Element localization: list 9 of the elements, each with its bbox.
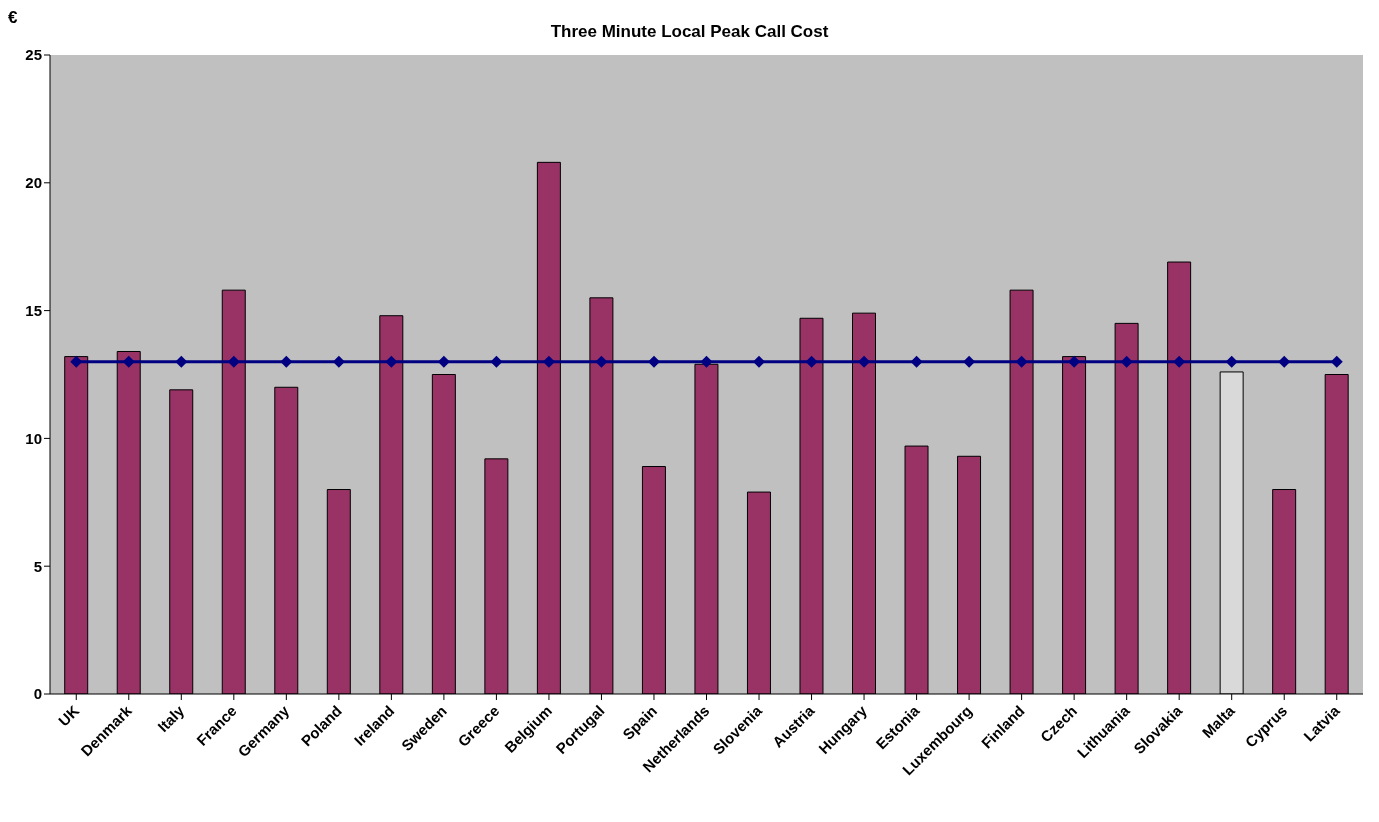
y-axis-title: € <box>8 8 18 28</box>
y-tick-label: 20 <box>25 174 42 192</box>
y-tick-label: 15 <box>25 301 42 319</box>
y-tick-label: 5 <box>33 557 42 575</box>
chart-title: Three Minute Local Peak Call Cost <box>550 22 829 41</box>
y-tick-label: 25 <box>25 46 42 64</box>
x-tick-label: UK <box>54 701 83 730</box>
y-tick-label: 0 <box>33 685 42 703</box>
y-tick-label: 10 <box>25 429 42 447</box>
